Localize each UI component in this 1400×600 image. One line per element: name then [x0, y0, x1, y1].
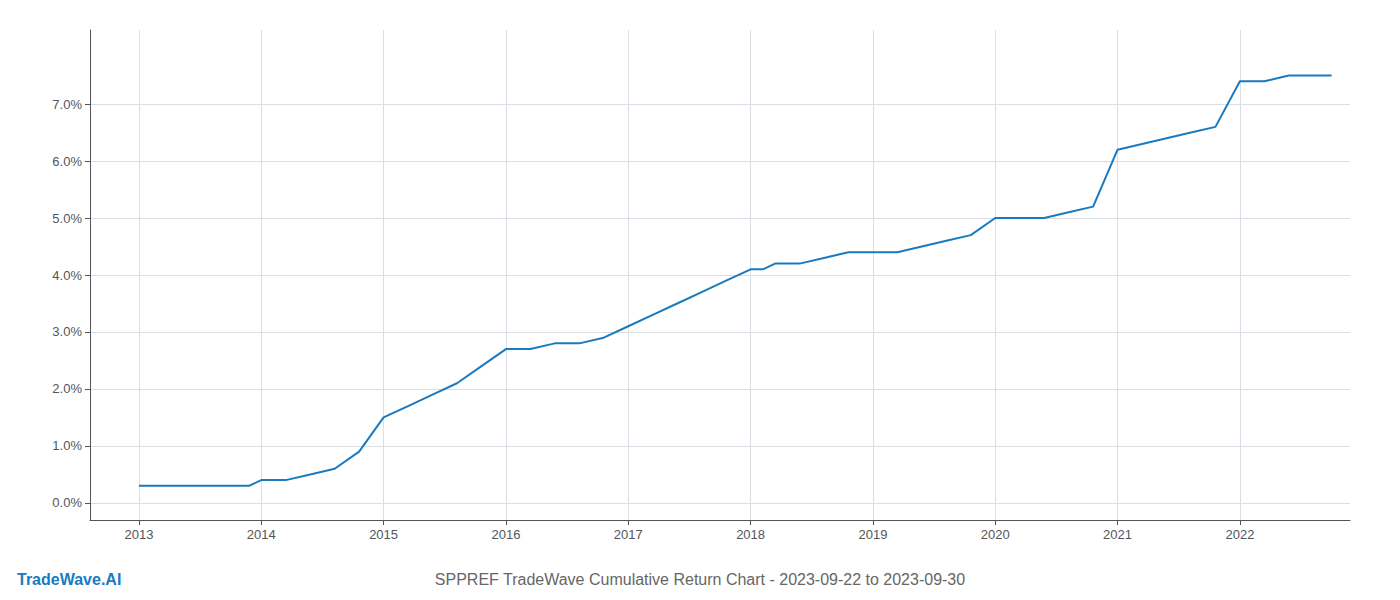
svg-text:7.0%: 7.0%: [52, 97, 82, 112]
svg-text:5.0%: 5.0%: [52, 211, 82, 226]
svg-text:2022: 2022: [1225, 527, 1254, 542]
svg-text:2013: 2013: [124, 527, 153, 542]
svg-text:TradeWave.AI: TradeWave.AI: [17, 571, 121, 588]
svg-text:4.0%: 4.0%: [52, 268, 82, 283]
svg-text:3.0%: 3.0%: [52, 324, 82, 339]
svg-text:2016: 2016: [491, 527, 520, 542]
svg-text:2014: 2014: [247, 527, 276, 542]
svg-text:6.0%: 6.0%: [52, 154, 82, 169]
svg-text:1.0%: 1.0%: [52, 438, 82, 453]
svg-text:0.0%: 0.0%: [52, 495, 82, 510]
svg-text:SPPREF TradeWave Cumulative Re: SPPREF TradeWave Cumulative Return Chart…: [435, 571, 965, 588]
svg-text:2018: 2018: [736, 527, 765, 542]
svg-text:2.0%: 2.0%: [52, 381, 82, 396]
svg-text:2017: 2017: [614, 527, 643, 542]
svg-text:2019: 2019: [858, 527, 887, 542]
svg-text:2021: 2021: [1103, 527, 1132, 542]
svg-text:2020: 2020: [981, 527, 1010, 542]
svg-text:2015: 2015: [369, 527, 398, 542]
